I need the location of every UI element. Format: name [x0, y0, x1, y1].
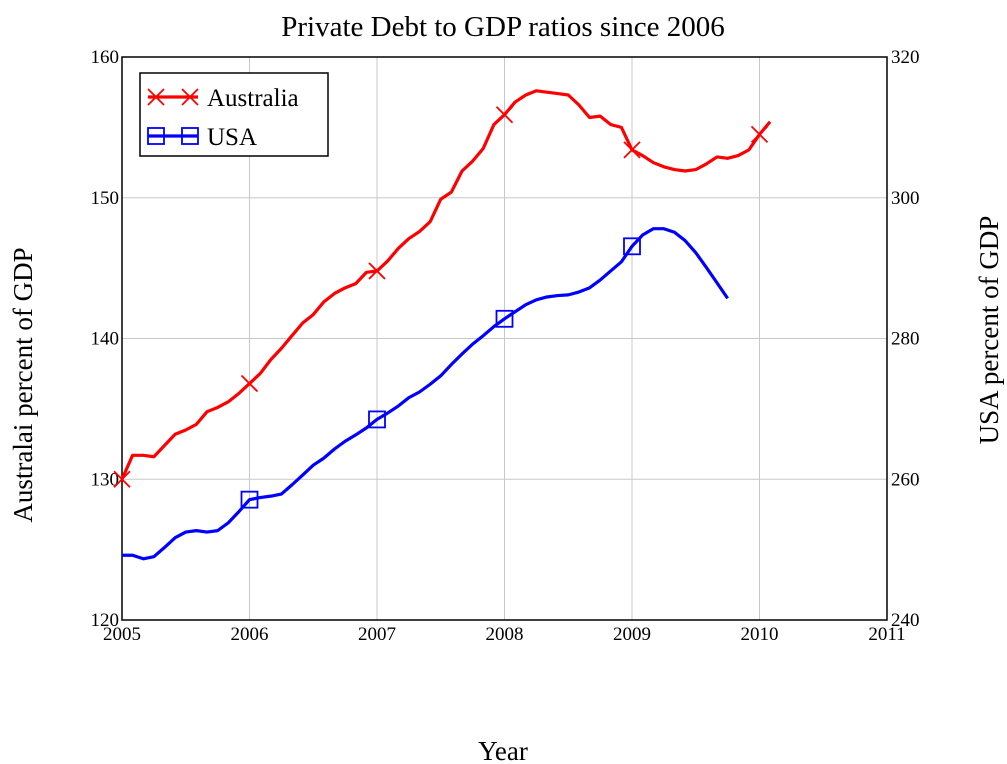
x-axis-label: Year [478, 736, 528, 764]
data-point-australia [623, 141, 641, 159]
series-line-australia [120, 89, 772, 480]
series-line-usa [122, 227, 729, 561]
data-point-australia [368, 262, 386, 280]
x-tick-label: 2006 [231, 624, 269, 645]
legend-label: Australia [207, 85, 299, 112]
x-tick-label: 2009 [613, 624, 651, 645]
legend-marker [147, 88, 165, 106]
y-right-tick-label: 260 [891, 469, 920, 490]
plot-frame [121, 56, 888, 621]
legend-marker [147, 127, 165, 145]
data-point-usa [240, 490, 259, 509]
legend-marker [181, 127, 199, 145]
y-left-tick-label: 140 [91, 329, 120, 350]
chart-title: Private Debt to GDP ratios since 2006 [281, 11, 725, 43]
legend-marker [181, 88, 199, 106]
x-tick-label: 2007 [358, 624, 396, 645]
data-point-australia [495, 106, 514, 124]
series-usa [122, 227, 729, 561]
legend-label: USA [207, 124, 257, 151]
tick-labels: 2005 2006 2007 2008 2009 2010 2011 120 130 140 150… [91, 47, 920, 645]
y-left-tick-label: 150 [91, 188, 120, 209]
x-tick-label: 2010 [741, 624, 779, 645]
y-right-tick-label: 280 [891, 329, 920, 350]
y-right-tick-label: 240 [891, 610, 920, 631]
data-point-australia [113, 470, 131, 488]
y-right-tick-label: 300 [891, 188, 920, 209]
x-tick-label: 2011 [868, 624, 905, 645]
series [113, 89, 772, 561]
data-point-australia [750, 125, 769, 144]
legend-box [139, 72, 329, 157]
data-point-usa [623, 237, 641, 256]
x-tick-label: 2005 [103, 624, 141, 645]
y-axis-label-left: Australai percent of GDP [8, 247, 38, 522]
y-left-tick-label: 130 [91, 469, 120, 490]
data-point-usa [495, 309, 514, 328]
legend-item-usa: USA [147, 124, 257, 151]
y-right-tick-label: 320 [891, 47, 920, 68]
data-point-usa [368, 410, 386, 429]
series-australia [113, 89, 772, 488]
legend: Australia USA [139, 72, 329, 157]
data-point-australia [240, 374, 259, 393]
x-tick-label: 2008 [486, 624, 524, 645]
y-left-tick-label: 160 [91, 47, 120, 68]
legend-item-australia: Australia [147, 85, 299, 112]
y-axis-label-right: USA percent of GDP [974, 216, 1004, 445]
y-left-tick-label: 120 [91, 610, 120, 631]
